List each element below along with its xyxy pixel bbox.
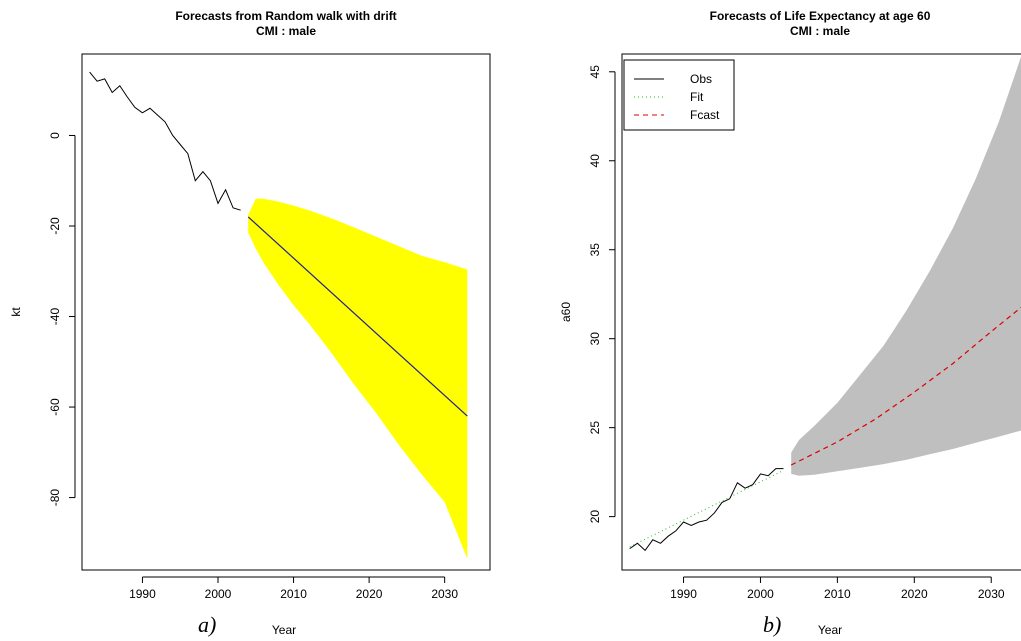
- x-tick-label: 2000: [747, 587, 774, 601]
- chart-subtitle: CMI : male: [790, 24, 850, 38]
- y-tick-label: 30: [588, 332, 602, 346]
- x-tick-label: 2010: [280, 587, 307, 601]
- prediction-interval-area: [791, 56, 1021, 476]
- legend-label-fit: Fit: [690, 90, 704, 104]
- forecast-series-line: [247, 216, 468, 417]
- legend-label-obs: Obs: [690, 72, 712, 86]
- x-tick-label: 2030: [431, 587, 458, 601]
- prediction-interval-area: [248, 198, 468, 559]
- y-tick-label: 35: [588, 243, 602, 257]
- y-tick-label: -80: [48, 489, 62, 507]
- y-axis-label: kt: [9, 307, 23, 317]
- y-axis-label: a60: [559, 302, 573, 322]
- chart-a60-forecast: Forecasts of Life Expectancy at age 60 C…: [559, 9, 1021, 637]
- legend-label-fcast: Fcast: [690, 108, 720, 122]
- x-tick-label: 1990: [129, 587, 156, 601]
- x-tick-label: 1990: [670, 587, 697, 601]
- legend: Obs Fit Fcast: [623, 59, 735, 131]
- chart-title: Forecasts from Random walk with drift: [175, 9, 396, 23]
- y-tick-label: 45: [588, 65, 602, 79]
- y-tick-label: 25: [588, 421, 602, 435]
- y-tick-label: -20: [48, 217, 62, 235]
- chart-kt-forecast: Forecasts from Random walk with drift CM…: [9, 9, 491, 637]
- legend-box: [623, 59, 735, 131]
- plot-frame: [621, 53, 1021, 571]
- y-tick-label: 0: [48, 132, 62, 139]
- x-tick-label: 2020: [901, 587, 928, 601]
- x-tick-label: 2020: [356, 587, 383, 601]
- y-tick-label: -60: [48, 398, 62, 416]
- x-tick-label: 2030: [978, 587, 1005, 601]
- x-axis-label: Year: [272, 623, 296, 637]
- plot-frame: [81, 53, 491, 571]
- x-axis-label: Year: [818, 623, 842, 637]
- fit-series-line: [629, 469, 784, 548]
- x-tick-label: 2000: [205, 587, 232, 601]
- y-tick-label: -40: [48, 308, 62, 326]
- observed-series-line: [629, 468, 784, 552]
- chart-title: Forecasts of Life Expectancy at age 60: [710, 9, 931, 23]
- y-tick-label: 40: [588, 154, 602, 168]
- panel-label: a): [198, 612, 216, 637]
- y-tick-label: 20: [588, 510, 602, 524]
- observed-series-line: [89, 71, 241, 211]
- panel-label: b): [763, 612, 781, 637]
- chart-subtitle: CMI : male: [256, 24, 316, 38]
- x-tick-label: 2010: [824, 587, 851, 601]
